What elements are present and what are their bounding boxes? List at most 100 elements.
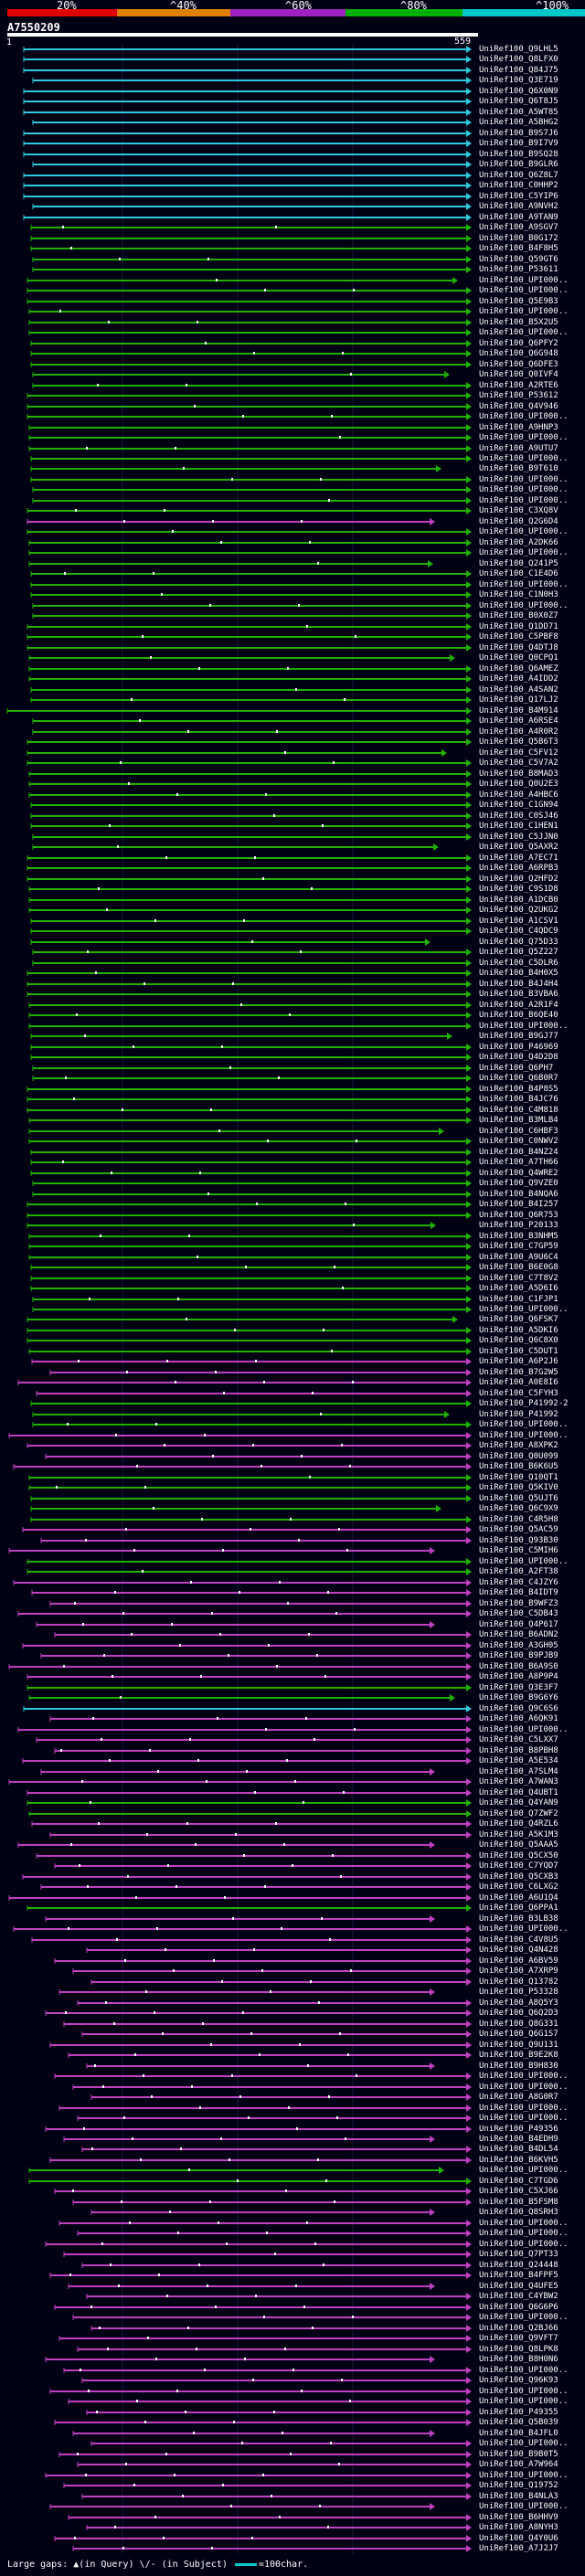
hit-label[interactable]: UniRef100_A5D6I6 [479,1284,558,1293]
hit-label[interactable]: UniRef100_C5DLR6 [479,959,558,968]
hit-label[interactable]: UniRef100_A8XPK2 [479,1441,558,1450]
hit-label[interactable]: UniRef100_UPI000.. [479,2366,569,2375]
hit-label[interactable]: UniRef100_UPI000.. [479,2502,569,2511]
hit-label[interactable]: UniRef100_UPI000.. [479,601,569,610]
hit-label[interactable]: UniRef100_A9TAN9 [479,213,558,222]
hit-label[interactable]: UniRef100_B6KVH5 [479,2156,558,2165]
hit-label[interactable]: UniRef100_A6U1Q4 [479,1893,558,1903]
hit-label[interactable]: UniRef100_B4NLA3 [479,2492,558,2501]
hit-label[interactable]: UniRef100_Q4UFE5 [479,2282,558,2291]
hit-label[interactable]: UniRef100_UPI000.. [479,1431,569,1440]
hit-label[interactable]: UniRef100_B3NHM5 [479,1232,558,1241]
hit-label[interactable]: UniRef100_Q5B6T3 [479,737,558,747]
hit-label[interactable]: UniRef100_A7EC71 [479,853,558,863]
hit-label[interactable]: UniRef100_B9WFZ3 [479,1599,558,1608]
hit-label[interactable]: UniRef100_B4JC76 [479,1095,558,1104]
hit-label[interactable]: UniRef100_A5BHG2 [479,118,558,127]
hit-label[interactable]: UniRef100_B9PJB9 [479,1651,558,1660]
hit-label[interactable]: UniRef100_Q0U2E3 [479,779,558,789]
hit-label[interactable]: UniRef100_A2R1F4 [479,1001,558,1010]
hit-label[interactable]: UniRef100_A6P2J6 [479,1357,558,1366]
hit-label[interactable]: UniRef100_UPI000.. [479,2072,569,2081]
hit-label[interactable]: UniRef100_Q2BJ66 [479,2324,558,2333]
hit-label[interactable]: UniRef100_A7W964 [479,2460,558,2469]
hit-label[interactable]: UniRef100_UPI000.. [479,286,569,295]
hit-label[interactable]: UniRef100_B6QE40 [479,1011,558,1020]
hit-label[interactable]: UniRef100_UPI000.. [479,454,569,463]
hit-label[interactable]: UniRef100_C4YBW2 [479,2292,558,2301]
hit-label[interactable]: UniRef100_A4IDD2 [479,674,558,684]
hit-label[interactable]: UniRef100_C9S1D8 [479,885,558,894]
hit-label[interactable]: UniRef100_B4JFL0 [479,2429,558,2438]
hit-label[interactable]: UniRef100_B0X0Z7 [479,611,558,620]
hit-label[interactable]: UniRef100_P53328 [479,1988,558,1997]
hit-label[interactable]: UniRef100_Q4Y0U6 [479,2534,558,2543]
hit-label[interactable]: UniRef100_Q6G6P6 [479,2303,558,2312]
hit-label[interactable]: UniRef100_B3LB38 [479,1914,558,1924]
hit-label[interactable]: UniRef100_Q6G948 [479,349,558,358]
hit-label[interactable]: UniRef100_UPI000.. [479,276,569,285]
hit-label[interactable]: UniRef100_Q6G1S7 [479,2030,558,2039]
hit-label[interactable]: UniRef100_B9GLR6 [479,160,558,169]
hit-label[interactable]: UniRef100_Q17LJ2 [479,695,558,705]
hit-label[interactable]: UniRef100_C4V8U5 [479,1935,558,1945]
hit-label[interactable]: UniRef100_Q9LHL5 [479,45,558,54]
hit-label[interactable]: UniRef100_A5DKI6 [479,1326,558,1335]
hit-label[interactable]: UniRef100_B4NQA6 [479,1190,558,1199]
hit-label[interactable]: UniRef100_B4FPF5 [479,2271,558,2280]
hit-label[interactable]: UniRef100_Q13782 [479,1977,558,1987]
hit-label[interactable]: UniRef100_Q96K93 [479,2376,558,2385]
hit-label[interactable]: UniRef100_Q8LPK8 [479,2345,558,2354]
hit-label[interactable]: UniRef100_B3VBA6 [479,990,558,999]
hit-label[interactable]: UniRef100_B9B0T5 [479,2450,558,2459]
hit-label[interactable]: UniRef100_UPI000.. [479,1924,569,1934]
hit-label[interactable]: UniRef100_Q6R753 [479,1211,558,1220]
hit-label[interactable]: UniRef100_P53611 [479,265,558,274]
hit-label[interactable]: UniRef100_UPI000.. [479,2166,569,2175]
hit-label[interactable]: UniRef100_Q2HFD2 [479,875,558,884]
hit-label[interactable]: UniRef100_A8Q5Y3 [479,1998,558,2008]
hit-label[interactable]: UniRef100_C1N0H3 [479,590,558,599]
hit-label[interactable]: UniRef100_B9S7J6 [479,129,558,138]
hit-label[interactable]: UniRef100_Q0CPQ1 [479,653,558,663]
hit-label[interactable]: UniRef100_A1CSV1 [479,917,558,926]
hit-label[interactable]: UniRef100_B6E0G8 [479,1263,558,1272]
hit-label[interactable]: UniRef100_B4DL54 [479,2145,558,2154]
hit-label[interactable]: UniRef100_A8NYH3 [479,2523,558,2532]
hit-label[interactable]: UniRef100_UPI000.. [479,433,569,442]
hit-label[interactable]: UniRef100_A4R0R2 [479,727,558,737]
hit-label[interactable]: UniRef100_A4SAN2 [479,685,558,694]
hit-label[interactable]: UniRef100_C5V7A2 [479,758,558,768]
hit-label[interactable]: UniRef100_Q6FSK7 [479,1315,558,1324]
hit-label[interactable]: UniRef100_Q241P5 [479,559,558,568]
hit-label[interactable]: UniRef100_UPI000.. [479,485,569,494]
hit-label[interactable]: UniRef100_UPI000.. [479,2439,569,2448]
hit-label[interactable]: UniRef100_UPI000.. [479,2104,569,2113]
hit-label[interactable]: UniRef100_Q6C8X0 [479,1336,558,1345]
hit-label[interactable]: UniRef100_Q2G6D4 [479,517,558,526]
hit-label[interactable]: UniRef100_C6HBF3 [479,1127,558,1136]
hit-label[interactable]: UniRef100_A7SLM4 [479,1767,558,1776]
hit-label[interactable]: UniRef100_Q6C9X9 [479,1504,558,1513]
hit-label[interactable]: UniRef100_Q4DTJ8 [479,643,558,652]
hit-label[interactable]: UniRef100_Q3E3F7 [479,1683,558,1692]
hit-label[interactable]: UniRef100_UPI000.. [479,2387,569,2396]
hit-label[interactable]: UniRef100_UPI000.. [479,2240,569,2249]
hit-label[interactable]: UniRef100_Q4RZL6 [479,1819,558,1829]
hit-label[interactable]: UniRef100_Q93B30 [479,1536,558,1545]
hit-label[interactable]: UniRef100_B4J4H4 [479,980,558,989]
hit-label[interactable]: UniRef100_B4IDT9 [479,1588,558,1597]
hit-label[interactable]: UniRef100_B3MLB4 [479,1116,558,1125]
hit-label[interactable]: UniRef100_P53612 [479,391,558,400]
hit-label[interactable]: UniRef100_B4EDH9 [479,2135,558,2144]
hit-label[interactable]: UniRef100_UPI000.. [479,2397,569,2406]
hit-label[interactable]: UniRef100_C5FV12 [479,748,558,758]
hit-label[interactable]: UniRef100_C7YQD7 [479,1861,558,1871]
hit-label[interactable]: UniRef100_C5FYH3 [479,1389,558,1398]
hit-label[interactable]: UniRef100_C1GN94 [479,800,558,810]
hit-label[interactable]: UniRef100_Q5E9B3 [479,297,558,306]
hit-label[interactable]: UniRef100_Q59GT6 [479,255,558,264]
hit-label[interactable]: UniRef100_UPI000.. [479,2229,569,2238]
hit-label[interactable]: UniRef100_Q9U131 [479,2041,558,2050]
hit-label[interactable]: UniRef100_C7TGD6 [479,2177,558,2186]
